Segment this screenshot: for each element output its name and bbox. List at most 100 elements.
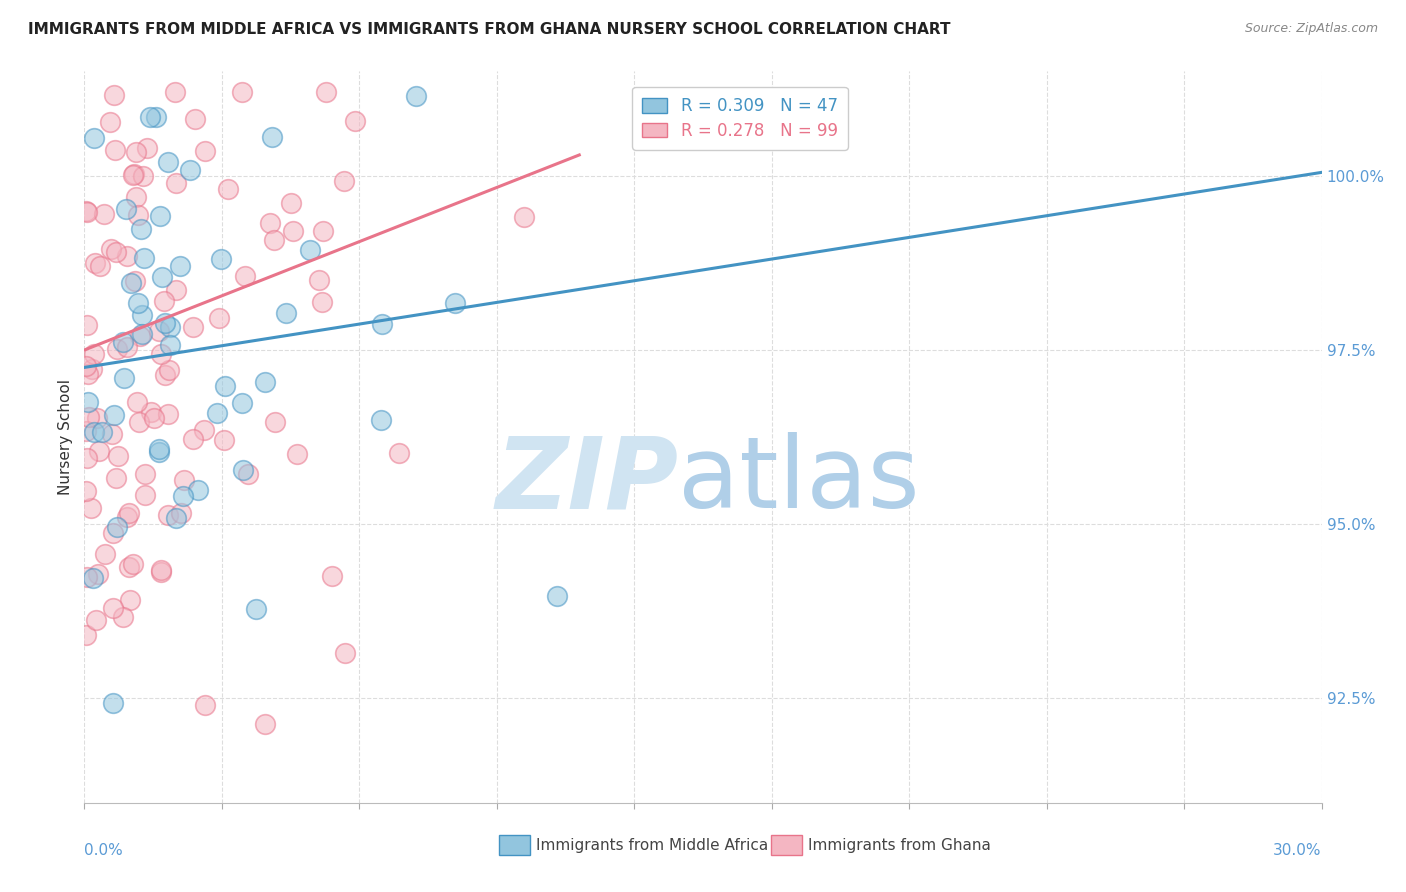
Point [315, 85, 337, 99]
Point [212, 434, 235, 448]
Text: 0.0%: 0.0% [84, 843, 124, 858]
Point [120, 276, 142, 290]
Point [87, 444, 110, 458]
Point [165, 283, 187, 297]
Point [165, 511, 187, 525]
Point [169, 259, 191, 273]
Point [263, 233, 285, 247]
Point [112, 370, 135, 384]
Point [77, 395, 100, 409]
Point [165, 176, 187, 190]
Point [231, 85, 253, 99]
Point [79, 501, 101, 516]
Point [405, 88, 427, 103]
Point [94, 547, 117, 561]
Bar [770, 835, 801, 855]
Point [115, 510, 138, 524]
Point [231, 396, 253, 410]
Point [232, 463, 254, 477]
Point [87, 566, 110, 581]
Point [107, 449, 129, 463]
Point [280, 196, 302, 211]
Point [156, 407, 179, 421]
Point [127, 296, 149, 310]
Point [76, 204, 98, 219]
Point [136, 141, 159, 155]
Point [125, 395, 148, 409]
Point [77, 367, 100, 381]
Point [101, 526, 124, 541]
Point [122, 558, 145, 572]
Point [149, 347, 172, 361]
Point [103, 88, 125, 103]
Point [75, 424, 97, 438]
Point [148, 324, 170, 338]
Point [217, 182, 239, 196]
Point [254, 717, 277, 731]
Point [254, 375, 277, 389]
Point [150, 565, 173, 579]
Point [150, 563, 173, 577]
Point [77, 410, 100, 425]
Point [76, 569, 98, 583]
Point [131, 327, 153, 342]
Point [163, 85, 186, 99]
Point [181, 320, 204, 334]
Point [184, 112, 207, 127]
Point [264, 415, 287, 429]
Point [101, 427, 124, 442]
Point [91, 425, 114, 439]
Point [194, 144, 217, 158]
Point [259, 217, 281, 231]
Point [312, 224, 335, 238]
Point [546, 589, 568, 603]
Point [143, 411, 166, 425]
Point [308, 273, 330, 287]
Point [118, 592, 141, 607]
Point [209, 252, 232, 266]
Point [115, 202, 138, 216]
Point [134, 488, 156, 502]
Text: ZIP: ZIP [495, 433, 678, 530]
Point [207, 311, 229, 326]
Point [101, 696, 124, 710]
Point [194, 698, 217, 712]
Point [76, 451, 98, 466]
Point [129, 329, 152, 343]
Point [193, 423, 215, 437]
Point [104, 143, 127, 157]
Point [233, 268, 256, 283]
Point [333, 646, 356, 660]
Point [105, 244, 128, 259]
Point [128, 415, 150, 429]
Point [118, 560, 141, 574]
Point [86, 411, 108, 425]
Point [344, 114, 367, 128]
Point [112, 335, 135, 350]
Point [371, 318, 394, 332]
Y-axis label: Nursery School: Nursery School [58, 379, 73, 495]
Point [86, 614, 108, 628]
Text: Immigrants from Ghana: Immigrants from Ghana [808, 838, 991, 853]
Point [153, 368, 176, 382]
Point [388, 446, 411, 460]
Point [103, 408, 125, 422]
Point [125, 145, 148, 160]
Point [132, 251, 155, 265]
Point [148, 442, 170, 456]
Point [444, 296, 467, 310]
Text: 30.0%: 30.0% [1274, 843, 1322, 858]
Point [159, 338, 181, 352]
Point [118, 506, 141, 520]
Text: Source: ZipAtlas.com: Source: ZipAtlas.com [1244, 22, 1378, 36]
Point [75, 359, 97, 373]
Point [121, 168, 143, 182]
Point [117, 340, 139, 354]
Point [181, 432, 204, 446]
Point [83, 347, 105, 361]
Point [134, 467, 156, 481]
Point [281, 224, 304, 238]
Point [156, 155, 179, 169]
Point [82, 571, 104, 585]
Point [157, 363, 180, 377]
